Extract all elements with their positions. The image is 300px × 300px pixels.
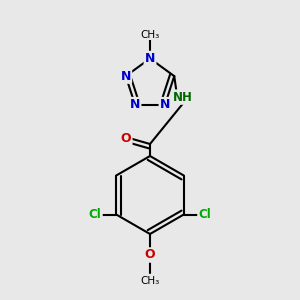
Text: N: N (121, 70, 131, 83)
Text: CH₃: CH₃ (140, 29, 160, 40)
Text: N: N (130, 98, 140, 111)
Text: O: O (121, 131, 131, 145)
Text: O: O (145, 248, 155, 262)
Text: Cl: Cl (198, 208, 211, 221)
Text: Cl: Cl (89, 208, 102, 221)
Text: N: N (160, 98, 170, 111)
Text: N: N (145, 52, 155, 65)
Text: NH: NH (173, 91, 193, 103)
Text: CH₃: CH₃ (140, 276, 160, 286)
